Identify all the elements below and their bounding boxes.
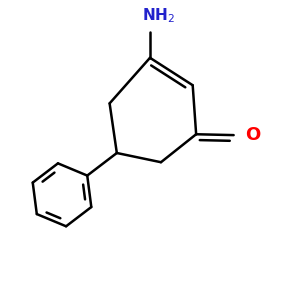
Text: NH$_2$: NH$_2$ bbox=[142, 6, 175, 25]
Text: O: O bbox=[245, 126, 260, 144]
